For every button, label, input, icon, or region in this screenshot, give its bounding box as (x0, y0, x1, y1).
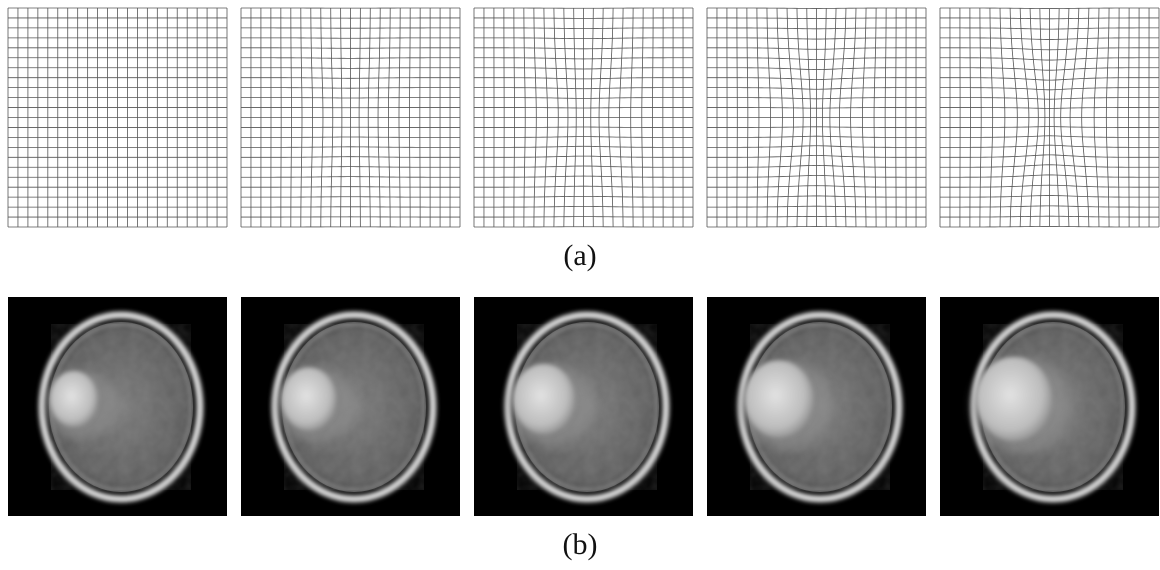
grid-line (398, 8, 401, 227)
grid-line (862, 8, 867, 227)
grid-line (367, 8, 371, 227)
tumor (281, 367, 337, 431)
grid-line (241, 156, 460, 158)
skull-outer (38, 311, 204, 503)
grid-line (707, 135, 926, 138)
grid-line (707, 216, 926, 218)
grid-line (641, 8, 644, 227)
grid-line (1069, 8, 1080, 227)
grid-line (940, 126, 1159, 128)
tumor (976, 357, 1052, 441)
grid-line (652, 8, 654, 227)
grid-line (940, 174, 1159, 178)
mri-images (8, 297, 1159, 516)
grid-line (884, 8, 887, 227)
grid-line (850, 8, 857, 227)
grid-panel (7, 7, 228, 228)
caption-a: (a) (563, 239, 596, 272)
grid-line (940, 215, 1159, 218)
grid-line (707, 145, 926, 148)
caption-b: (b) (563, 528, 598, 561)
grid-line (940, 205, 1159, 208)
grid-line (873, 8, 877, 227)
skull-outer (271, 311, 437, 503)
grid-line (940, 154, 1159, 158)
tumor (50, 371, 98, 427)
grid-line (940, 195, 1159, 198)
grid-panel (706, 7, 927, 228)
grid-line (409, 8, 411, 227)
grid-line (940, 135, 1159, 138)
grid-line (358, 8, 361, 227)
grid-line (707, 165, 926, 168)
tumor (744, 360, 814, 438)
grid-line (474, 155, 693, 158)
mri-panel (241, 297, 460, 516)
grid-line (1128, 8, 1130, 227)
grid-line (829, 8, 837, 227)
grid-line (241, 176, 460, 178)
grid-line (598, 8, 604, 227)
mri-panel (8, 297, 227, 516)
grid-line (474, 136, 693, 138)
grid-line (822, 8, 827, 227)
grid-line (1105, 8, 1110, 227)
grid-line (707, 205, 926, 208)
grid-line (707, 155, 926, 158)
skull-outer (504, 311, 670, 503)
grid-line (707, 185, 926, 188)
grid-line (388, 8, 391, 227)
grid-line (940, 164, 1159, 168)
grid-line (707, 175, 926, 178)
grid-line (474, 195, 693, 198)
grid-panel (939, 7, 1160, 228)
grid-line (1060, 8, 1070, 227)
grid-line (940, 7, 1159, 9)
deformation-grids (7, 7, 1160, 228)
grid-line (940, 144, 1159, 148)
grid-line (474, 165, 693, 168)
grid-line (839, 8, 847, 227)
grid-line (1053, 8, 1060, 227)
grid-line (707, 126, 926, 128)
grid-line (1093, 8, 1100, 227)
grid-panel (240, 7, 461, 228)
grid-line (608, 8, 614, 227)
mri-panel (474, 297, 693, 516)
mri-panel (940, 297, 1159, 516)
grid-line (1117, 8, 1120, 227)
grid-line (707, 195, 926, 198)
grid-line (474, 145, 693, 148)
grid-line (1081, 8, 1090, 227)
grid-line (940, 184, 1159, 188)
grid-line (377, 8, 381, 227)
mri-panel (707, 297, 926, 516)
grid-panel (473, 7, 694, 228)
grid-line (590, 8, 594, 227)
grid-line (619, 8, 624, 227)
tumor (513, 364, 575, 434)
grid-line (474, 185, 693, 188)
grid-line (630, 8, 634, 227)
grid-line (474, 175, 693, 178)
grid-line (940, 226, 1159, 228)
grid-line (241, 146, 460, 148)
grid-line (474, 206, 693, 208)
grid-line (241, 166, 460, 168)
